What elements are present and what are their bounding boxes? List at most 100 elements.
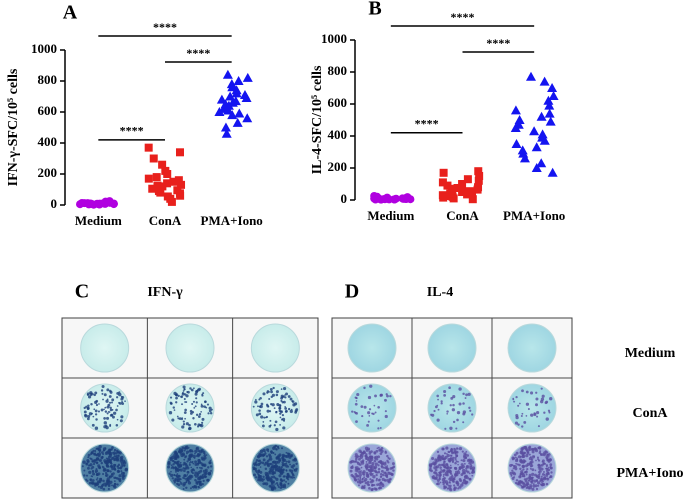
spot — [436, 418, 440, 422]
spot — [462, 402, 465, 405]
spot — [451, 478, 455, 482]
spot — [545, 467, 548, 470]
spot — [355, 474, 359, 478]
spot — [258, 479, 262, 482]
spot — [287, 453, 291, 457]
spot — [541, 394, 545, 398]
spot — [106, 388, 110, 392]
spot — [104, 406, 107, 409]
spot — [284, 405, 286, 408]
spot — [97, 452, 102, 456]
spot — [271, 469, 274, 472]
spot — [114, 480, 116, 483]
spot — [176, 460, 179, 463]
spot — [291, 476, 294, 479]
spot — [434, 461, 438, 464]
spot — [182, 423, 186, 426]
spot — [180, 395, 184, 399]
spot — [468, 477, 472, 481]
spot — [94, 450, 97, 453]
spot — [541, 459, 545, 463]
spot — [174, 467, 178, 471]
spot — [513, 453, 517, 457]
spot — [540, 463, 544, 467]
panel-title: IFN-γ — [147, 285, 183, 300]
dot — [468, 195, 477, 204]
spot — [289, 463, 291, 466]
spot — [514, 458, 519, 463]
spot — [177, 450, 181, 453]
dot — [547, 167, 558, 177]
spot — [272, 386, 275, 390]
spot — [458, 447, 463, 451]
spot — [527, 407, 530, 411]
spot — [179, 481, 182, 483]
spot — [380, 462, 384, 466]
dot — [438, 191, 447, 200]
spot — [354, 469, 357, 472]
spot — [268, 410, 272, 413]
spot — [525, 453, 529, 458]
spot — [285, 460, 288, 463]
spot — [533, 447, 537, 450]
spot — [355, 400, 358, 402]
spot — [275, 448, 277, 450]
spot — [103, 393, 107, 397]
spot — [198, 466, 201, 469]
spot — [367, 447, 371, 451]
spot — [268, 458, 271, 461]
spot — [194, 486, 198, 489]
spot — [539, 450, 542, 453]
spot — [373, 404, 376, 407]
spot — [368, 408, 372, 411]
spot — [462, 392, 465, 396]
spot — [528, 479, 531, 482]
spot — [95, 478, 98, 481]
spot — [443, 393, 447, 397]
spot — [172, 463, 175, 466]
spot — [124, 467, 128, 471]
spot — [102, 447, 107, 451]
spot — [102, 472, 105, 476]
spot — [463, 462, 466, 465]
dot — [517, 145, 528, 155]
spot — [118, 479, 122, 483]
spot — [367, 469, 371, 472]
spot — [186, 477, 189, 480]
spot — [543, 476, 546, 479]
spot — [91, 423, 95, 427]
dot — [220, 122, 231, 132]
spot — [509, 471, 513, 476]
spot — [549, 397, 553, 401]
spot — [510, 463, 513, 466]
spot — [276, 403, 280, 407]
spot — [442, 463, 446, 466]
spot — [173, 457, 177, 461]
spot — [120, 397, 124, 401]
row-label: PMA+Iono — [616, 466, 683, 481]
spot — [514, 467, 518, 471]
spot — [530, 460, 534, 464]
spot — [549, 466, 553, 470]
spot — [529, 467, 532, 470]
spot — [115, 408, 118, 412]
spot — [102, 453, 105, 456]
spot — [105, 464, 109, 468]
spot — [374, 458, 377, 461]
spot — [86, 479, 89, 483]
spot — [461, 450, 464, 453]
spot — [369, 384, 373, 388]
spot — [540, 399, 544, 404]
spot — [110, 457, 114, 461]
spot — [354, 460, 358, 463]
spot — [276, 484, 279, 487]
spot — [105, 473, 109, 477]
spot — [512, 467, 515, 470]
spot — [531, 468, 535, 472]
spot — [511, 469, 514, 472]
spot — [275, 482, 279, 485]
spot — [527, 448, 530, 452]
dot — [539, 76, 550, 86]
spot — [101, 385, 105, 389]
dot — [446, 189, 455, 198]
